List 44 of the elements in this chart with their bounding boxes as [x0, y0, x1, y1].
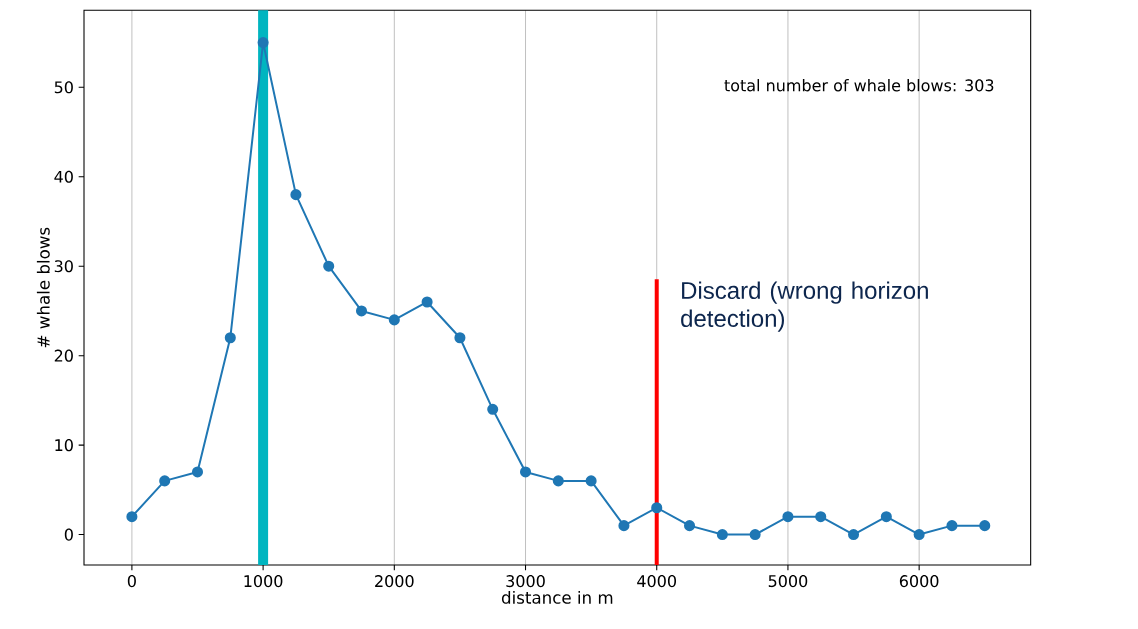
point [618, 520, 630, 532]
point [421, 296, 433, 308]
x-tick-label: 4000 [637, 575, 677, 588]
ref-line-label: Discard (wrong horizon detection) [681, 281, 928, 332]
point [290, 189, 302, 201]
point [585, 475, 597, 487]
point [388, 314, 400, 326]
x-tick-label: 5000 [768, 575, 808, 588]
point [782, 511, 794, 523]
point [487, 403, 499, 415]
y-tick-label: 10 [55, 439, 73, 452]
point [749, 529, 761, 541]
y-tick-label: 30 [54, 260, 73, 273]
point [224, 332, 236, 344]
point [716, 529, 728, 541]
x-tick-label: 2000 [375, 575, 414, 588]
y-tick-label: 20 [54, 349, 73, 362]
point [159, 475, 171, 487]
point [946, 520, 958, 532]
point [815, 511, 827, 523]
point [979, 520, 991, 532]
point [848, 529, 860, 541]
point [454, 332, 466, 344]
x-tick-label: 1000 [244, 575, 283, 588]
y-tick-label: 50 [54, 81, 73, 94]
point [651, 502, 663, 514]
point [257, 37, 269, 49]
point [355, 305, 368, 317]
x-axis-title: distance in m [501, 590, 613, 604]
x-tick-label: 0 [127, 575, 136, 588]
annotation: total number of whale blows: 303 [724, 79, 994, 92]
y-tick-label: 0 [64, 528, 73, 541]
y-tick-label: 40 [54, 170, 73, 183]
point [191, 466, 204, 478]
y-axis-title: # whale blows [36, 227, 50, 348]
point [684, 520, 696, 532]
x-tick-label: 3000 [506, 575, 545, 588]
point [323, 260, 335, 272]
point [913, 529, 925, 541]
x-tick-label: 6000 [899, 575, 939, 588]
point [519, 466, 532, 478]
point [880, 511, 892, 523]
point [126, 511, 138, 523]
point [552, 475, 564, 487]
